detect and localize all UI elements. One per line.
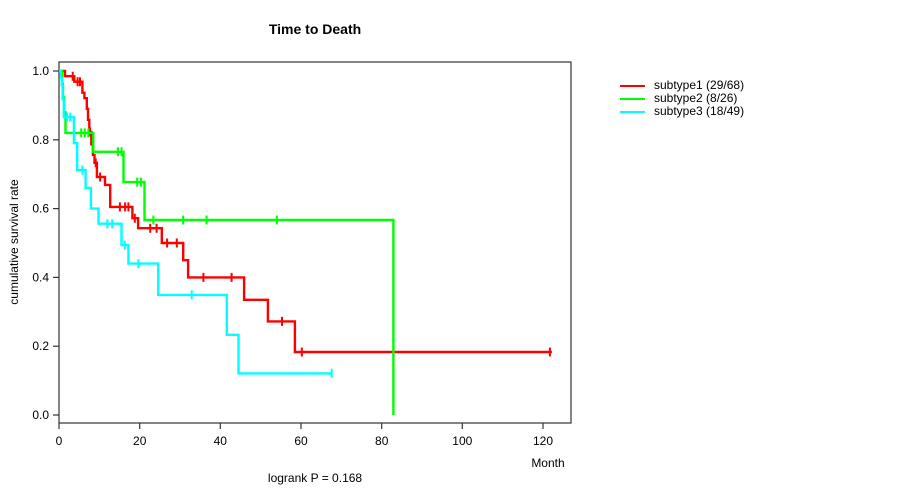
km-curve-3 <box>59 69 333 375</box>
legend-label: subtype1 (29/68) <box>654 78 745 92</box>
y-tick-label: 0.8 <box>32 133 49 147</box>
x-tick-label: 40 <box>214 434 228 448</box>
y-tick-label: 0.6 <box>32 202 49 216</box>
legend: subtype1 (29/68) subtype2 (8/26) subtype3 … <box>620 79 744 118</box>
x-tick-label: 20 <box>133 434 147 448</box>
legend-item: subtype3 (18/49) <box>620 105 744 118</box>
censor-marks-1 <box>71 71 551 357</box>
km-curve-2 <box>59 69 395 415</box>
chart-title: Time to Death <box>268 21 362 37</box>
legend-item: subtype2 (8/26) <box>620 92 744 105</box>
logrank-p-value: logrank P = 0.168 <box>267 471 363 485</box>
legend-label: subtype3 (18/49) <box>654 104 745 118</box>
x-tick-label: 60 <box>294 434 308 448</box>
y-tick-label: 0.2 <box>32 339 49 353</box>
x-axis-title: Month <box>531 456 565 470</box>
legend-item: subtype1 (29/68) <box>620 79 744 92</box>
y-tick-label: 0.0 <box>32 408 49 422</box>
legend-line-swatch <box>620 84 645 87</box>
x-tick-label: 100 <box>452 434 472 448</box>
x-tick-label: 80 <box>375 434 389 448</box>
x-tick-label: 120 <box>533 434 553 448</box>
y-tick-label: 0.4 <box>32 270 49 284</box>
plot-box <box>58 61 572 424</box>
y-tick-label: 1.0 <box>32 64 49 78</box>
censor-marks-3 <box>66 112 333 378</box>
legend-line-swatch <box>620 110 645 113</box>
y-axis-title: cumulative survival rate <box>7 179 21 305</box>
legend-line-swatch <box>620 97 645 100</box>
legend-label: subtype2 (8/26) <box>654 91 738 105</box>
censor-marks-2 <box>80 128 278 225</box>
x-tick-label: 0 <box>56 434 63 448</box>
km-curve-1 <box>59 69 552 354</box>
